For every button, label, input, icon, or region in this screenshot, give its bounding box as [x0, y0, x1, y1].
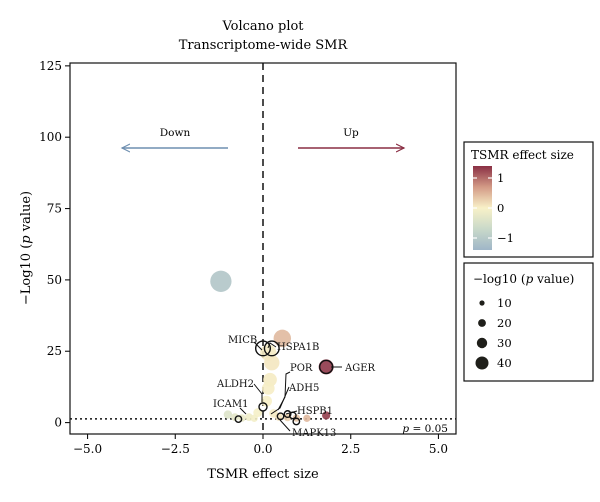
data-point [261, 381, 275, 395]
gene-label-adh5: ADH5 [288, 383, 319, 394]
y-tick-label: 100 [39, 130, 62, 144]
gene-labels: MICB HSPA1B AGER POR ALDH2 ADH5 HSPB1 IC… [213, 335, 376, 439]
highlight-hspa1b [263, 340, 280, 357]
y-tick-label: 0 [54, 416, 62, 430]
size-legend-dot [475, 356, 489, 370]
leader-mapk13 [279, 419, 291, 432]
chart-title: Volcano plot [221, 19, 304, 34]
size-legend-label: 20 [497, 316, 512, 330]
x-tick-label: 0.0 [253, 442, 272, 456]
gene-label-hspa1b: HSPA1B [277, 342, 319, 353]
y-axis: 0 25 50 75 100 125 [39, 59, 70, 430]
data-point [273, 329, 292, 348]
gene-label-agerr: AGER [344, 363, 376, 374]
highlight-mapk13 [292, 417, 301, 426]
data-point [264, 354, 280, 371]
x-axis-label: TSMR effect size [207, 467, 319, 482]
x-tick-label: −5.0 [73, 442, 102, 456]
data-point [303, 414, 311, 422]
size-legend-dot [476, 337, 488, 349]
data-point [250, 414, 258, 422]
highlighted-genes [234, 340, 334, 426]
y-tick-label: 75 [47, 202, 62, 216]
data-point [210, 270, 232, 292]
up-label: Up [343, 127, 359, 139]
size-legend-label: 40 [497, 356, 512, 370]
gene-label-aldh2: ALDH2 [216, 379, 254, 390]
leader-icam1 [239, 407, 247, 415]
highlight-adh5 [276, 412, 285, 421]
y-axis-label: −Log10 (p value) [19, 191, 34, 305]
gene-label-mapk13: MAPK13 [292, 428, 336, 439]
gene-label-hspb1: HSPB1 [297, 406, 333, 417]
size-legend-dot [478, 319, 486, 327]
color-bar-tick-label: 0 [497, 201, 504, 215]
size-legend-items: 10 20 30 40 [475, 296, 512, 370]
highlight-micb [254, 340, 272, 357]
down-label: Down [160, 127, 191, 139]
size-legend-title: −log10 (p value) [473, 272, 574, 286]
gene-label-por: POR [290, 363, 313, 374]
size-legend-dot [479, 300, 485, 306]
leader-micb [253, 341, 263, 351]
color-bar-tick-label: −1 [497, 231, 514, 245]
data-point [231, 413, 239, 422]
highlight-por [283, 410, 292, 419]
data-point [322, 411, 331, 420]
y-tick-label: 25 [47, 344, 62, 358]
threshold-label: p = 0.05 [402, 423, 448, 435]
data-point [318, 359, 334, 375]
size-legend-label: 30 [497, 336, 512, 350]
data-point [261, 395, 272, 407]
y-tick-label: 125 [39, 59, 62, 73]
chart-subtitle: Transcriptome-wide SMR [179, 38, 349, 53]
color-legend-title: TSMR effect size [471, 148, 574, 162]
leader-hspb1 [285, 410, 298, 415]
gene-label-micb: MICB [228, 335, 257, 346]
color-bar [473, 166, 492, 250]
x-axis: −5.0 −2.5 0.0 2.5 5.0 [73, 434, 448, 456]
highlight-icam1 [234, 415, 243, 424]
x-tick-label: 2.5 [341, 442, 360, 456]
x-tick-label: −2.5 [161, 442, 190, 456]
leader-adh5 [270, 386, 290, 415]
x-tick-label: 5.0 [429, 442, 448, 456]
y-tick-label: 50 [47, 273, 62, 287]
gene-label-icam1: ICAM1 [213, 399, 248, 410]
leader-aldh2 [253, 383, 263, 402]
data-point [223, 410, 233, 419]
leader-hspa1b [267, 342, 277, 349]
color-bar-tick-label: 1 [497, 171, 504, 185]
highlight-aldh2 [258, 402, 268, 412]
size-legend-label: 10 [497, 296, 512, 310]
color-legend: TSMR effect size 1 0 −1 [463, 141, 594, 258]
size-legend: −log10 (p value) 10 20 30 40 [463, 262, 594, 382]
color-bar-ticks: 1 0 −1 [473, 171, 514, 245]
